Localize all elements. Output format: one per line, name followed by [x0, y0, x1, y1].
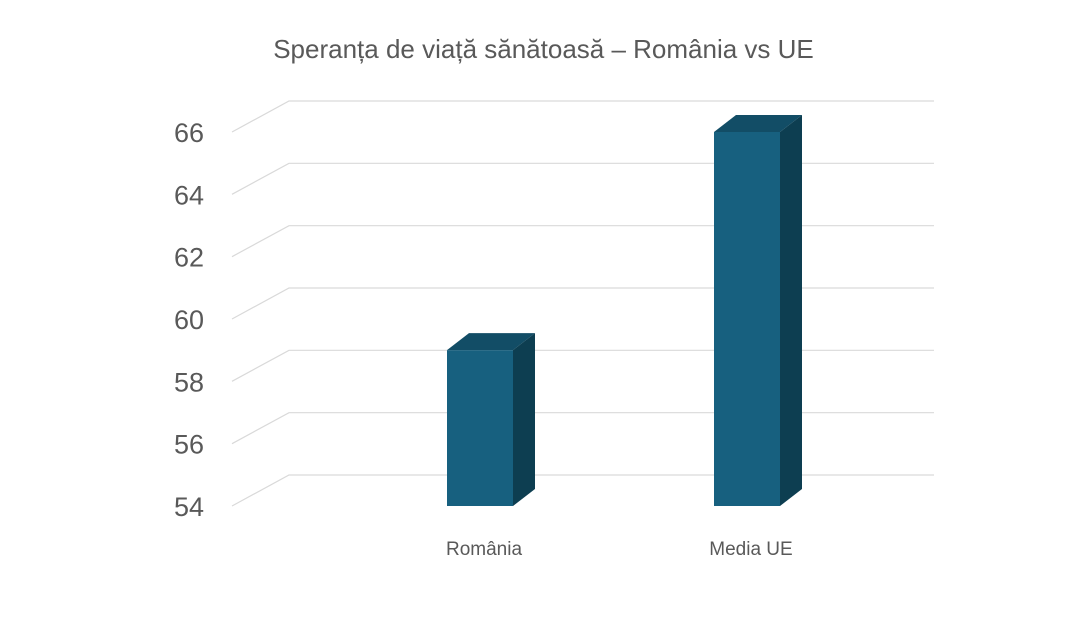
gridline — [231, 100, 934, 133]
gridlines — [231, 100, 934, 507]
gridline — [231, 162, 934, 195]
chart-title: Speranța de viață sănătoasă – România vs… — [273, 34, 814, 64]
y-tick-label: 56 — [174, 430, 204, 460]
bar-românia — [447, 333, 535, 506]
y-tick-label: 60 — [174, 305, 204, 335]
bar-front-face — [714, 132, 780, 506]
y-tick-label: 62 — [174, 243, 204, 273]
y-axis-ticks: 54 56 58 60 62 64 66 — [174, 118, 204, 522]
y-tick-label: 54 — [174, 492, 204, 522]
gridline — [231, 412, 934, 445]
gridline — [231, 225, 934, 258]
bars — [447, 115, 802, 506]
bar-top-face — [447, 333, 535, 351]
x-tick-label: România — [446, 539, 522, 560]
y-tick-label: 66 — [174, 118, 204, 148]
x-axis-labels: România Media UE — [446, 539, 793, 560]
y-tick-label: 64 — [174, 180, 204, 210]
bar-top-face — [714, 115, 802, 132]
gridline — [231, 349, 934, 382]
x-tick-label: Media UE — [709, 539, 792, 560]
gridline — [231, 287, 934, 320]
bar-front-face — [447, 350, 513, 506]
bar-side-face — [780, 115, 802, 506]
bar-side-face — [513, 333, 535, 506]
y-tick-label: 58 — [174, 367, 204, 397]
gridline — [231, 474, 934, 507]
bar-media-ue — [714, 115, 802, 506]
